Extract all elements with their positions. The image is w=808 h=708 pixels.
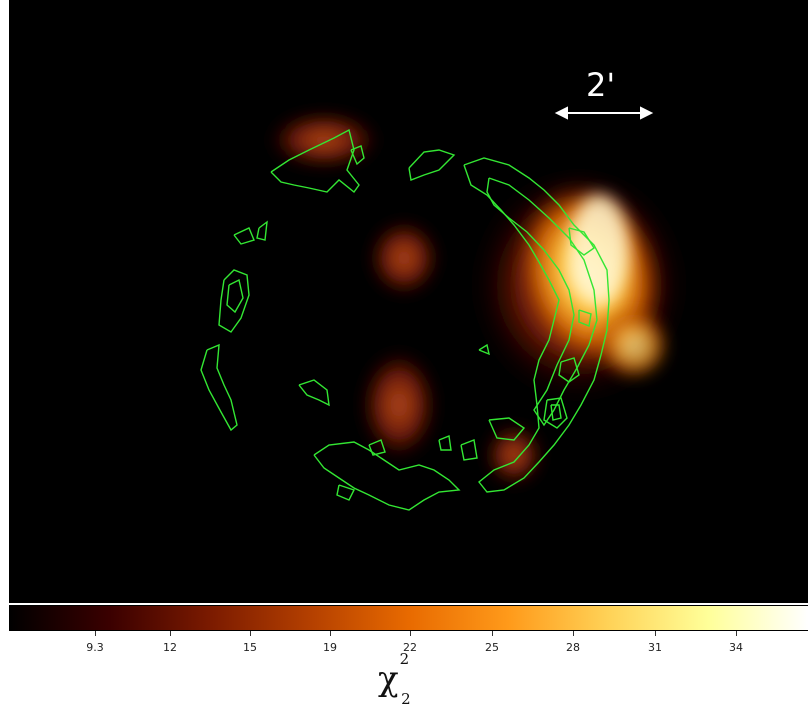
blob-east-core xyxy=(569,195,629,305)
colorbar-tick-mark xyxy=(410,631,411,636)
colorbar-tick-label: 28 xyxy=(566,641,580,654)
contour-inner-2 xyxy=(408,149,456,181)
contour-south-3 xyxy=(368,439,386,456)
colorbar-tick-mark xyxy=(573,631,574,636)
contour-west xyxy=(218,269,250,333)
colorbar-tick-label: 19 xyxy=(323,641,337,654)
colorbar-tick-label: 31 xyxy=(648,641,662,654)
contour-north-2 xyxy=(350,145,365,166)
colorbar-label: χ2 2 xyxy=(378,651,411,706)
contour-east-knot-4 xyxy=(550,404,562,421)
chi-square-map xyxy=(9,0,808,603)
colorbar xyxy=(9,605,808,631)
contour-east-knot-5 xyxy=(578,309,592,327)
contour-south xyxy=(313,441,461,511)
colorbar-tick-mark xyxy=(492,631,493,636)
map-background xyxy=(9,0,808,603)
colorbar-tick-label: 12 xyxy=(163,641,177,654)
contour-east-knot-2 xyxy=(558,357,580,383)
contour-west-4 xyxy=(256,220,268,241)
blob-bottom xyxy=(486,425,542,485)
contour-dot xyxy=(478,343,490,356)
contour-southwest xyxy=(200,343,238,432)
blob-lower xyxy=(361,350,437,460)
contour-south-5 xyxy=(438,435,452,451)
blob-center xyxy=(369,220,439,296)
colorbar-tick-mark xyxy=(250,631,251,636)
colorbar-tick-mark xyxy=(330,631,331,636)
contours xyxy=(200,128,610,511)
contour-south-2 xyxy=(336,484,355,501)
colorbar-tick-mark xyxy=(736,631,737,636)
colorbar-tick-mark xyxy=(170,631,171,636)
contour-east-knot-3 xyxy=(543,397,568,429)
colorbar-label-sub: 2 xyxy=(401,689,411,708)
colorbar-tick-label: 25 xyxy=(485,641,499,654)
contour-southeast xyxy=(488,417,526,441)
contour-west-2 xyxy=(226,278,244,314)
colorbar-tick-label: 9.3 xyxy=(86,641,104,654)
contour-inner-1 xyxy=(298,379,330,407)
blob-southeast xyxy=(599,310,669,380)
colorbar-tick-label: 22 xyxy=(403,641,417,654)
contour-south-4 xyxy=(460,439,478,461)
scale-bar xyxy=(554,106,654,120)
colorbar-tick-label: 34 xyxy=(729,641,743,654)
contour-east-inner xyxy=(486,177,598,427)
colorbar-label-sup: 2 xyxy=(399,649,410,668)
colorbar-label-main: χ xyxy=(378,659,399,699)
colorbar-tick-mark xyxy=(655,631,656,636)
scale-bar-label: 2' xyxy=(586,66,616,104)
blob-top xyxy=(269,112,379,168)
colorbar-tick-mark xyxy=(95,631,96,636)
contour-north xyxy=(270,128,360,194)
colorbar-tick-label: 15 xyxy=(243,641,257,654)
contour-west-3 xyxy=(233,227,255,245)
contour-east-knot-1 xyxy=(568,227,595,256)
